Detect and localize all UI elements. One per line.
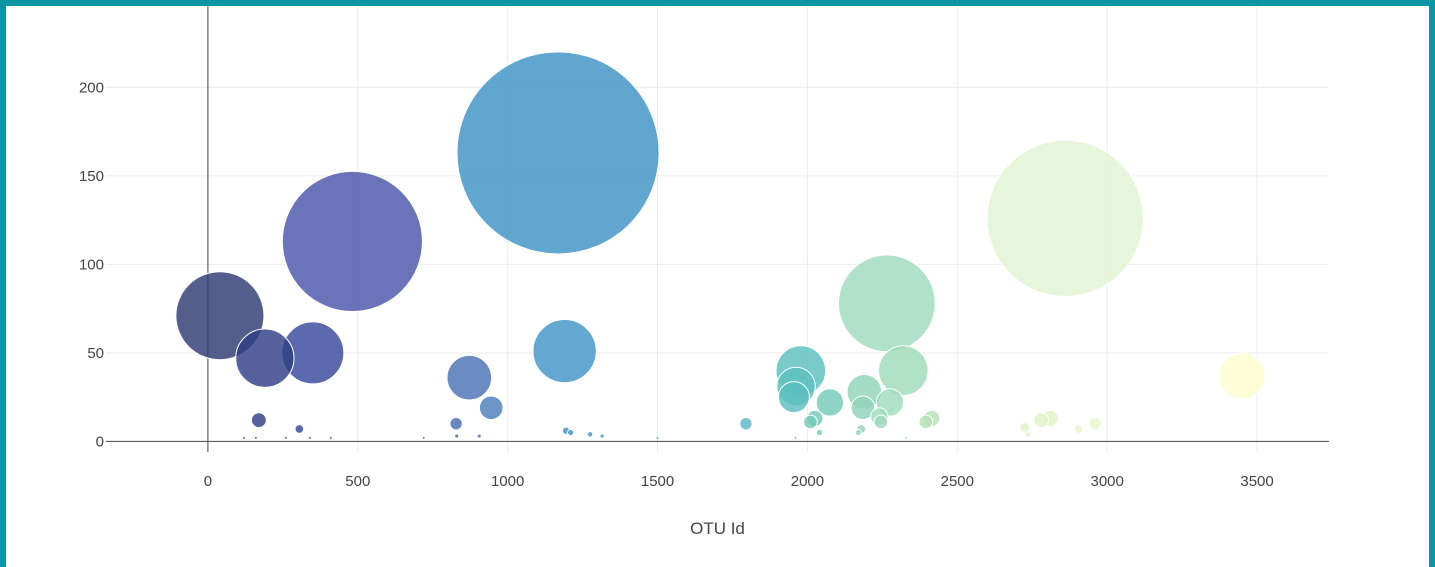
bubble-point — [803, 414, 818, 430]
y-tick-label: 100 — [79, 256, 104, 273]
bubble-point — [1218, 352, 1266, 400]
bubble-point — [777, 381, 810, 414]
bubble-point — [250, 412, 267, 429]
bubble-point — [873, 414, 889, 430]
bubble-point — [1088, 416, 1102, 431]
bubbles — [175, 51, 1266, 440]
x-tick-label: 2000 — [791, 473, 824, 490]
bubble-point — [477, 433, 482, 439]
bubble-point — [656, 436, 660, 440]
bubble-point — [454, 433, 459, 439]
bubble-point — [815, 428, 824, 437]
x-tick-label: 1000 — [491, 473, 524, 490]
y-tick-label: 200 — [79, 79, 104, 96]
bubble-point — [532, 318, 597, 384]
bubble-point — [1033, 412, 1050, 429]
bubble-point — [254, 436, 258, 440]
bubble-point — [878, 345, 929, 396]
bubble-point — [449, 416, 463, 431]
x-tick-label: 0 — [204, 473, 212, 490]
x-tick-label: 2500 — [941, 473, 974, 490]
bubble-point — [918, 414, 934, 430]
y-tick-label: 150 — [79, 168, 104, 185]
bubble-point — [175, 271, 265, 361]
bubble-point — [294, 424, 305, 434]
bubble-point — [284, 436, 288, 440]
tick-labels: 0 500 1000 1500 2000 2500 3000 3500 0 50 100 150 200 — [79, 79, 1274, 490]
bubble-point — [838, 254, 936, 353]
bubble-point — [446, 354, 493, 401]
bubble-point — [456, 51, 660, 255]
bubble-point — [329, 436, 333, 440]
y-tick-label: 0 — [96, 433, 104, 450]
bubble-point — [850, 395, 876, 421]
bubble-point — [904, 436, 908, 440]
x-tick-label: 500 — [345, 473, 370, 490]
bubble-point — [815, 388, 845, 417]
bubble-point — [422, 436, 426, 440]
bubble-point — [1019, 421, 1031, 433]
bubble-point — [308, 436, 312, 440]
bubble-point — [1073, 424, 1084, 434]
bubble-point — [986, 139, 1144, 298]
bubble-point — [793, 436, 797, 440]
bubble-point — [235, 328, 295, 388]
bubble-point — [242, 436, 246, 440]
x-tick-label: 1500 — [641, 473, 674, 490]
x-tick-label: 3500 — [1240, 473, 1273, 490]
bubble-point — [281, 170, 423, 312]
bubble-point — [739, 416, 753, 431]
bubble-point — [587, 431, 593, 438]
bubble-point — [854, 428, 862, 437]
axes — [106, 6, 1329, 452]
bubble-point — [478, 395, 504, 421]
bubble-point — [567, 428, 575, 437]
x-axis-title: OTU Id — [690, 519, 745, 538]
bubble-point — [599, 433, 605, 439]
y-tick-label: 50 — [87, 345, 104, 362]
bubble-point — [1025, 431, 1031, 438]
x-tick-label: 3000 — [1090, 473, 1123, 490]
